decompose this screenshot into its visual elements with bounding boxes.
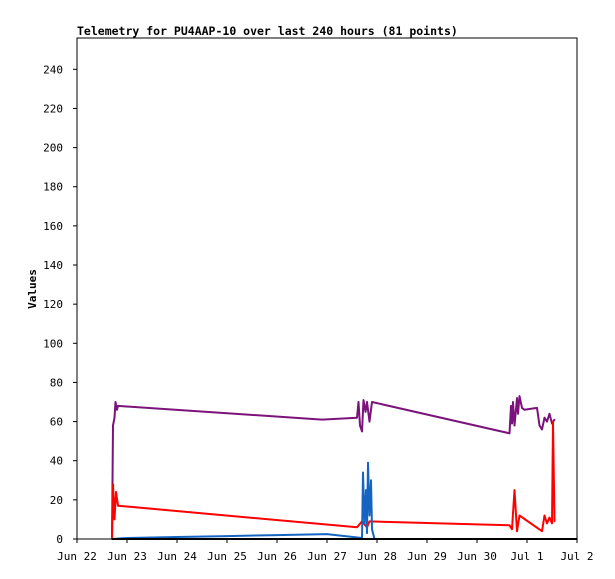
data-point — [326, 533, 328, 535]
data-point — [511, 528, 513, 530]
y-tick-label: 120 — [43, 298, 63, 311]
data-point — [361, 430, 363, 433]
data-point — [112, 483, 114, 486]
data-point — [363, 522, 366, 525]
x-tick-label: Jun 24 — [157, 550, 197, 563]
data-point — [112, 424, 114, 427]
series-line — [111, 395, 556, 540]
x-tick-label: Jun 29 — [407, 550, 447, 563]
data-point — [356, 526, 358, 529]
x-tick-label: Jun 28 — [357, 550, 397, 563]
y-tick-label: 60 — [50, 416, 63, 429]
data-point — [111, 538, 113, 540]
data-point — [543, 416, 546, 419]
data-point — [517, 413, 519, 415]
data-point — [365, 489, 367, 491]
x-tick-label: Jun 27 — [307, 550, 347, 563]
data-point — [543, 514, 546, 517]
data-point — [511, 422, 513, 425]
data-point — [508, 432, 511, 435]
y-axis: 0 20 40 60 80 100 120 140 160 180 200 220 240 — [43, 63, 77, 546]
data-point — [518, 395, 521, 397]
x-tick-label: Jun 23 — [107, 550, 147, 563]
x-tick-label: Jul 1 — [510, 550, 543, 563]
series-line — [111, 461, 376, 540]
data-point — [364, 411, 367, 413]
data-point — [321, 418, 323, 421]
data-point — [371, 401, 373, 403]
data-point — [512, 401, 514, 403]
data-point — [508, 524, 511, 527]
y-tick-label: 200 — [43, 142, 63, 155]
data-point — [576, 538, 578, 540]
chart-title: Telemetry for PU4AAP-10 over last 240 ho… — [77, 24, 458, 38]
data-point — [368, 514, 371, 517]
x-tick-label: Jul 2 — [560, 550, 593, 563]
data-point — [553, 520, 556, 523]
data-point — [546, 420, 548, 423]
data-point — [371, 528, 373, 530]
series-0 — [111, 395, 556, 540]
data-point — [368, 420, 371, 423]
data-point — [513, 489, 516, 491]
data-point — [368, 520, 371, 523]
data-point — [516, 530, 518, 532]
data-point — [366, 401, 368, 403]
data-point — [546, 522, 548, 525]
x-tick-label: Jun 25 — [207, 550, 247, 563]
data-point — [516, 397, 518, 399]
data-point — [366, 532, 368, 534]
y-tick-label: 40 — [50, 455, 63, 468]
data-point — [113, 518, 116, 521]
data-point — [276, 534, 278, 536]
x-axis: Jun 22 Jun 23 Jun 24 Jun 25 Jun 26 Jun 27 Jun … — [57, 539, 594, 563]
data-point — [362, 399, 365, 401]
data-point — [553, 418, 556, 421]
data-point — [114, 401, 117, 403]
y-tick-label: 220 — [43, 102, 63, 115]
data-point — [548, 413, 551, 415]
data-point — [370, 479, 372, 482]
series-3 — [111, 538, 578, 540]
data-point — [538, 424, 541, 427]
data-point — [362, 471, 364, 474]
data-point — [359, 424, 361, 427]
y-tick-label: 100 — [43, 337, 63, 350]
y-tick-label: 160 — [43, 220, 63, 233]
data-point — [117, 405, 119, 407]
data-point — [115, 491, 117, 493]
data-point — [541, 428, 543, 431]
data-point — [367, 461, 369, 464]
data-point — [518, 514, 521, 517]
data-point — [117, 504, 119, 507]
data-point — [176, 536, 178, 538]
y-axis-label: Values — [26, 269, 39, 309]
y-tick-label: 20 — [50, 494, 63, 507]
data-point — [541, 530, 543, 532]
y-tick-label: 0 — [56, 533, 63, 546]
data-point — [357, 401, 360, 403]
data-point — [551, 522, 553, 525]
x-tick-label: Jun 26 — [257, 550, 297, 563]
y-tick-label: 80 — [50, 376, 63, 389]
data-point — [513, 424, 516, 427]
data-point — [523, 409, 526, 411]
data-point — [521, 407, 523, 409]
y-tick-label: 140 — [43, 259, 63, 272]
plot-area — [76, 37, 578, 540]
x-tick-label: Jun 22 — [57, 550, 97, 563]
y-tick-label: 180 — [43, 181, 63, 194]
data-point — [536, 407, 538, 409]
data-point — [510, 405, 512, 407]
data-point — [548, 516, 551, 519]
data-point — [116, 409, 118, 411]
y-tick-label: 240 — [43, 63, 63, 76]
data-point — [113, 416, 116, 419]
x-tick-label: Jun 30 — [457, 550, 497, 563]
data-point — [226, 535, 228, 537]
series-layer — [111, 395, 578, 540]
data-point — [356, 416, 358, 419]
data-point — [552, 420, 554, 423]
